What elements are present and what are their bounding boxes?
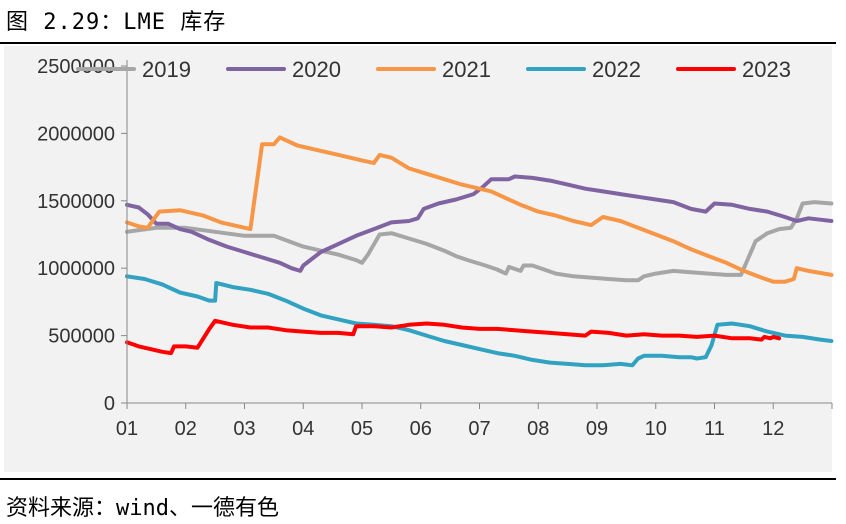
axis-layer: 0 500000 1000000 1500000 2000000 2500000 01 02 0…	[37, 56, 833, 440]
x-tick-label: 02	[175, 418, 197, 440]
x-tick-label: 03	[233, 418, 255, 440]
x-tick-label: 12	[762, 418, 784, 440]
source-note: 资料来源：wind、一德有色	[6, 496, 279, 521]
legend-label-2022: 2022	[592, 57, 641, 82]
series-line-2020	[125, 174, 834, 273]
legend-label-2020: 2020	[292, 57, 341, 82]
figure-title: 图 2.29：LME 库存	[6, 10, 227, 35]
x-tick-label: 11	[704, 418, 725, 440]
plot-background	[4, 46, 832, 472]
legend: 2019 2020 2021 2022 2023	[76, 57, 791, 82]
series-line-2022	[125, 274, 834, 368]
line-chart: 0 500000 1000000 1500000 2000000 2500000 01 02 0…	[4, 46, 834, 472]
y-tick-label: 1000000	[37, 258, 115, 280]
x-tick-label: 06	[410, 418, 432, 440]
y-tick-label: 1500000	[37, 191, 115, 213]
y-tick-label: 2000000	[37, 123, 115, 145]
legend-label-2019: 2019	[142, 57, 191, 82]
x-tick-label: 09	[586, 418, 608, 440]
y-tick-label: 500000	[48, 326, 115, 348]
y-tick-label: 0	[104, 393, 115, 415]
legend-label-2023: 2023	[742, 57, 791, 82]
top-rule	[0, 42, 836, 44]
x-tick-label: 05	[351, 418, 373, 440]
x-tick-label: 08	[527, 418, 549, 440]
x-tick-label: 01	[116, 418, 138, 440]
series-line-2021	[125, 135, 834, 284]
x-tick-label: 04	[292, 418, 314, 440]
legend-label-2021: 2021	[442, 57, 491, 82]
x-tick-label: 10	[645, 418, 667, 440]
bottom-rule	[0, 478, 836, 480]
series-layer	[125, 135, 834, 368]
y-tick-label: 2500000	[37, 56, 115, 78]
series-line-2023	[125, 318, 782, 356]
series-line-2019	[125, 200, 834, 283]
x-tick-label: 07	[468, 418, 490, 440]
